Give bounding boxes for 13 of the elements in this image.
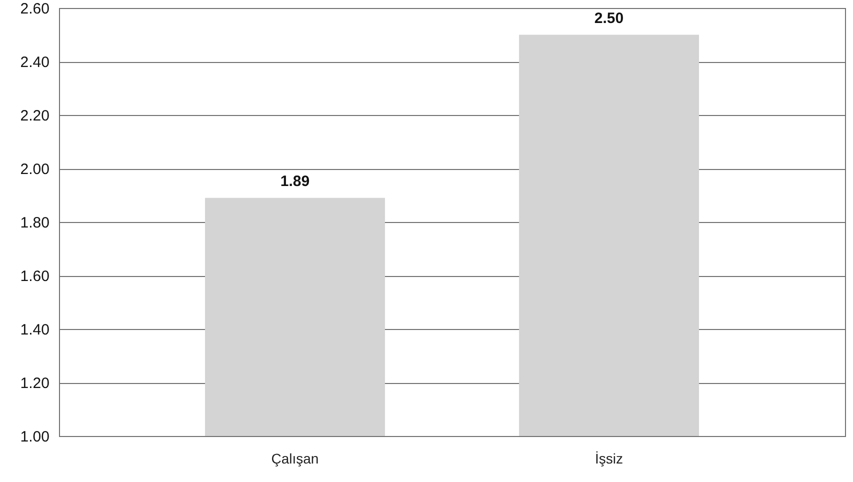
y-tick-label: 1.00	[20, 428, 50, 446]
y-tick-label: 2.60	[20, 0, 50, 18]
y-tick-label: 1.20	[20, 375, 50, 392]
y-tick-label: 2.40	[20, 54, 50, 71]
x-tick-label: İşsiz	[595, 450, 624, 466]
data-label: 2.50	[594, 10, 624, 27]
y-tick-label: 1.40	[20, 322, 50, 338]
y-tick-label: 2.00	[20, 161, 50, 178]
y-tick-label: 2.20	[20, 108, 50, 124]
y-tick-label: 1.60	[20, 268, 50, 285]
y-tick-label: 1.80	[20, 214, 50, 232]
x-tick-label: Çalışan	[271, 450, 319, 466]
data-label: 1.89	[280, 172, 310, 190]
